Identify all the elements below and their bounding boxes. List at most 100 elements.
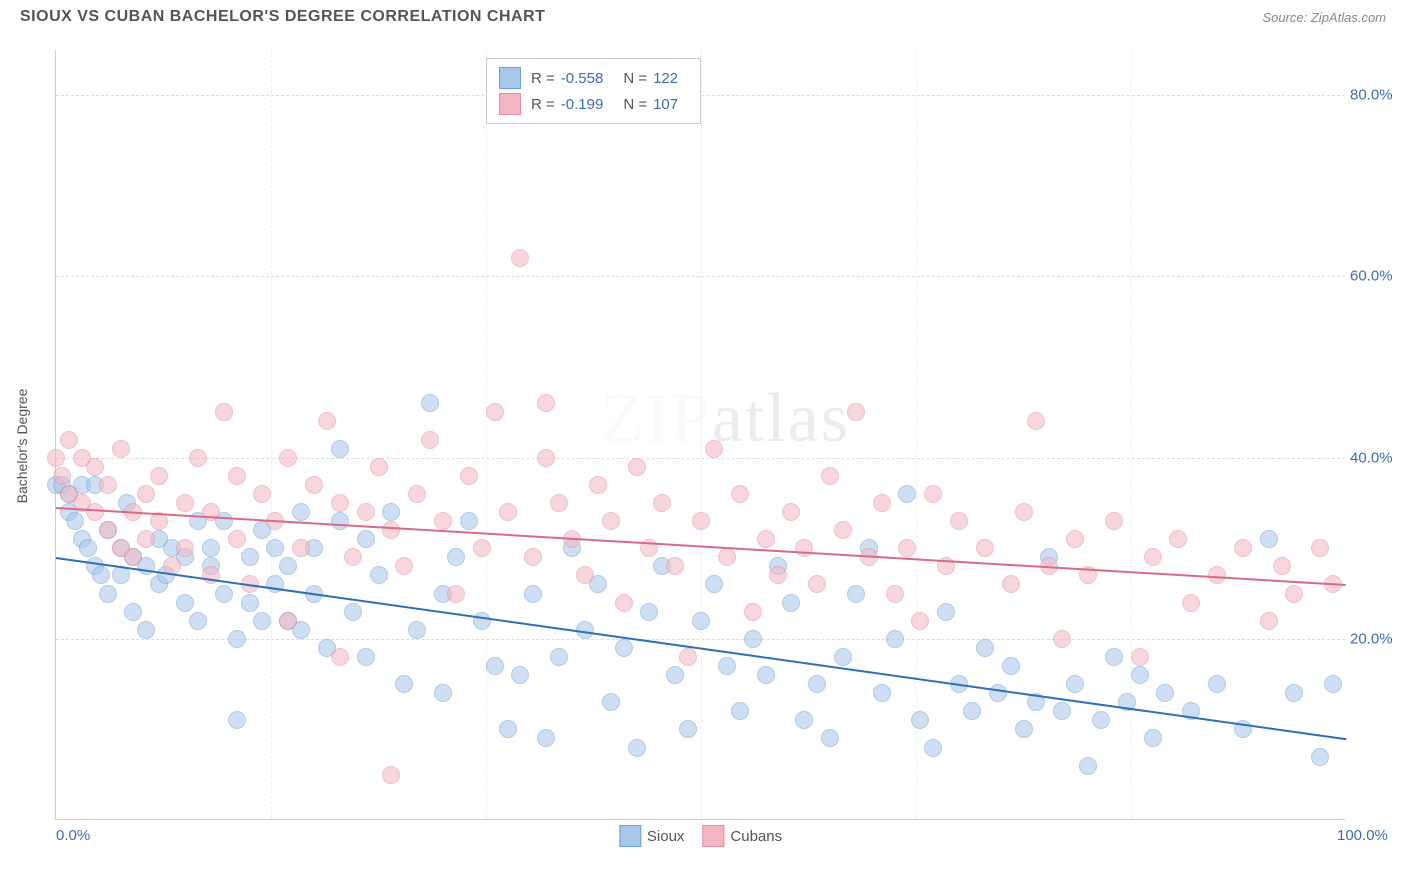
scatter-point [1285, 684, 1303, 702]
scatter-point [150, 467, 168, 485]
scatter-point [253, 612, 271, 630]
gridline-vertical [701, 50, 702, 819]
chart-title: SIOUX VS CUBAN BACHELOR'S DEGREE CORRELA… [20, 8, 545, 26]
scatter-point [911, 612, 929, 630]
scatter-point [1027, 412, 1045, 430]
scatter-point [886, 585, 904, 603]
scatter-point [808, 575, 826, 593]
y-tick-label: 80.0% [1350, 87, 1405, 104]
scatter-point [821, 729, 839, 747]
scatter-point [266, 539, 284, 557]
scatter-point [447, 548, 465, 566]
scatter-point [499, 503, 517, 521]
scatter-point [976, 639, 994, 657]
source-attribution: Source: ZipAtlas.com [1262, 10, 1386, 25]
scatter-point [924, 485, 942, 503]
scatter-point [1311, 748, 1329, 766]
scatter-point [1324, 675, 1342, 693]
scatter-point [1002, 657, 1020, 675]
stat-value-n: 122 [653, 70, 678, 87]
scatter-point [731, 702, 749, 720]
scatter-point [537, 449, 555, 467]
scatter-point [1066, 530, 1084, 548]
scatter-point [53, 467, 71, 485]
scatter-point [576, 566, 594, 584]
stat-label-n: N = [623, 96, 647, 113]
scatter-point [692, 512, 710, 530]
scatter-point [989, 684, 1007, 702]
scatter-point [292, 503, 310, 521]
correlation-stats-box: R =-0.558N =122R =-0.199N =107 [486, 58, 701, 124]
scatter-point [589, 476, 607, 494]
scatter-point [447, 585, 465, 603]
gridline-vertical [486, 50, 487, 819]
scatter-point [279, 449, 297, 467]
scatter-point [228, 630, 246, 648]
scatter-point [705, 440, 723, 458]
scatter-point [331, 440, 349, 458]
scatter-point [511, 666, 529, 684]
scatter-point [112, 566, 130, 584]
scatter-point [279, 612, 297, 630]
scatter-point [47, 449, 65, 467]
legend-label: Sioux [647, 828, 685, 845]
scatter-point [318, 412, 336, 430]
scatter-point [1144, 729, 1162, 747]
scatter-point [873, 684, 891, 702]
scatter-point [382, 766, 400, 784]
gridline-vertical [916, 50, 917, 819]
scatter-point [847, 585, 865, 603]
scatter-point [602, 512, 620, 530]
scatter-point [653, 494, 671, 512]
scatter-point [176, 594, 194, 612]
scatter-point [344, 603, 362, 621]
stat-value-r: -0.199 [561, 96, 604, 113]
gridline-vertical [271, 50, 272, 819]
scatter-point [370, 458, 388, 476]
scatter-point [189, 612, 207, 630]
legend-label: Cubans [730, 828, 782, 845]
scatter-point [511, 249, 529, 267]
scatter-point [602, 693, 620, 711]
scatter-point [344, 548, 362, 566]
scatter-point [963, 702, 981, 720]
stats-row: R =-0.199N =107 [499, 91, 688, 117]
scatter-point [86, 503, 104, 521]
scatter-point [898, 539, 916, 557]
scatter-point [718, 548, 736, 566]
scatter-point [408, 485, 426, 503]
scatter-point [937, 603, 955, 621]
scatter-point [176, 494, 194, 512]
scatter-point [782, 503, 800, 521]
scatter-point [1131, 666, 1149, 684]
scatter-point [924, 739, 942, 757]
scatter-point [331, 512, 349, 530]
scatter-point [66, 512, 84, 530]
scatter-point [718, 657, 736, 675]
series-swatch [499, 67, 521, 89]
scatter-point [99, 521, 117, 539]
scatter-point [1182, 594, 1200, 612]
scatter-point [537, 729, 555, 747]
scatter-point [1169, 530, 1187, 548]
stat-label-r: R = [531, 70, 555, 87]
scatter-point [757, 530, 775, 548]
scatter-point [524, 548, 542, 566]
scatter-point [215, 403, 233, 421]
scatter-point [1002, 575, 1020, 593]
scatter-point [1285, 585, 1303, 603]
scatter-point [808, 675, 826, 693]
scatter-point [305, 476, 323, 494]
stat-value-r: -0.558 [561, 70, 604, 87]
scatter-point [1156, 684, 1174, 702]
scatter-point [434, 684, 452, 702]
scatter-point [1066, 675, 1084, 693]
scatter-point [821, 467, 839, 485]
scatter-point [228, 530, 246, 548]
scatter-point [395, 675, 413, 693]
scatter-point [241, 594, 259, 612]
scatter-point [1131, 648, 1149, 666]
scatter-point [1105, 512, 1123, 530]
scatter-point [886, 630, 904, 648]
legend-item: Sioux [619, 825, 685, 847]
